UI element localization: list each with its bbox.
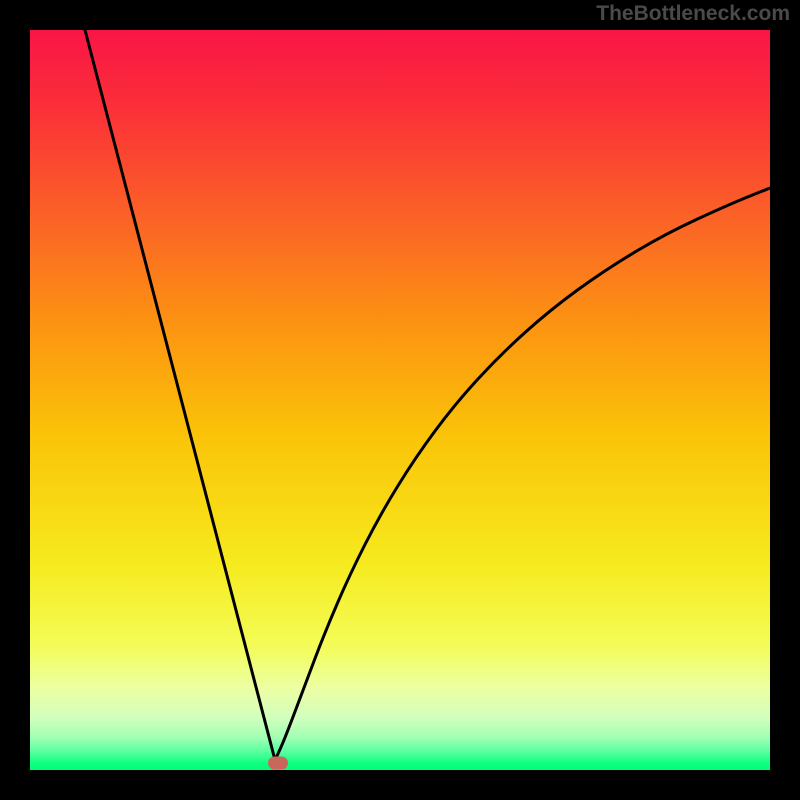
minimum-marker <box>268 757 288 770</box>
watermark-text: TheBottleneck.com <box>596 2 790 26</box>
plot-area <box>30 30 770 770</box>
bottleneck-curve <box>30 30 770 770</box>
